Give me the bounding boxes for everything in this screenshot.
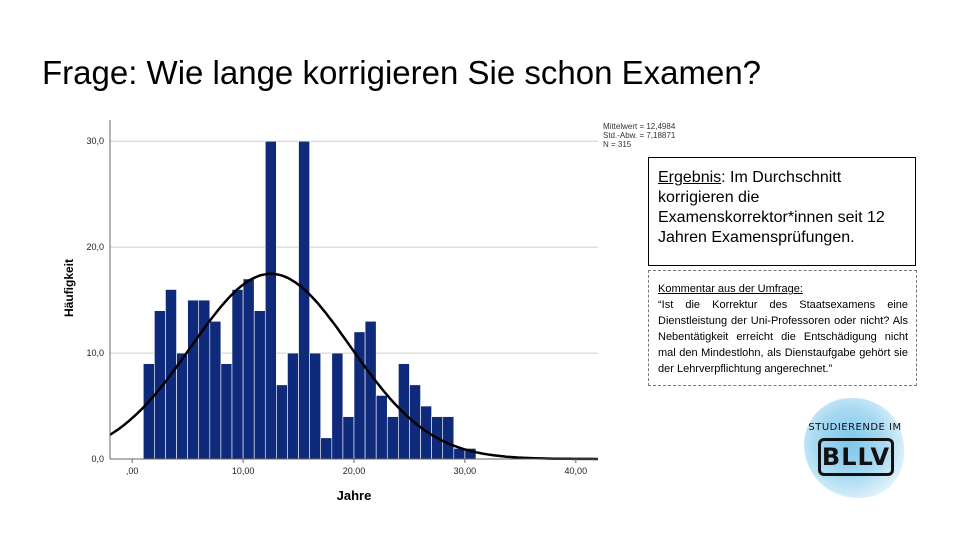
stat-mean: Mittelwert = 12,4984 [603,122,676,131]
histogram-bar [209,320,222,460]
bars-layer [142,140,477,460]
axes-layer: 0,0 10,0 20,0 30,0 ,00 10,00 20,00 30,00 40,00 [86,120,598,476]
histogram-bar [442,416,455,460]
histogram-bar [353,331,366,460]
result-box: Ergebnis: Im Durchschnitt korrigieren di… [648,157,916,266]
histogram-chart: 0,0 10,0 20,0 30,0 ,00 10,00 20,00 30,00 40,00 J… [62,120,598,503]
y-tick-label: 30,0 [86,136,104,146]
bllv-logo: STUDIERENDE IM BLLV [800,392,910,507]
y-axis-label: Häufigkeit [62,259,76,317]
comment-heading: Kommentar aus der Umfrage: [658,283,803,295]
x-tick-label: 10,00 [232,466,255,476]
histogram-bar [342,416,355,460]
stat-sd: Std.-Abw. = 7,18871 [603,131,676,140]
histogram-bar [142,363,155,460]
x-axis-label: Jahre [337,488,372,503]
y-tick-label: 20,0 [86,242,104,252]
histogram-bar [242,278,255,460]
histogram-bar [287,352,299,460]
histogram-bar [364,320,377,460]
histogram-bar [264,140,277,460]
histogram-bar [176,352,188,460]
x-tick-label: ,00 [126,466,139,476]
histogram-bar [220,363,233,460]
comment-box: Kommentar aus der Umfrage: “Ist die Korr… [648,270,917,386]
histogram-bar [386,416,399,460]
histogram-bar [231,289,244,460]
x-tick-label: 20,00 [343,466,366,476]
histogram-bar [309,352,322,460]
comment-text: “Ist die Korrektur des Staatsexamens ein… [658,299,908,375]
y-tick-label: 10,0 [86,348,104,358]
result-heading: Ergebnis [658,169,722,186]
x-tick-label: 40,00 [565,466,588,476]
histogram-bar [331,352,344,460]
y-tick-label: 0,0 [91,454,104,464]
histogram-bar [276,384,288,460]
result-text: : Im Durchschnitt korrigieren die Examen… [658,169,885,246]
x-tick-label: 30,00 [454,466,477,476]
histogram-bar [320,437,333,460]
statistics-legend: Mittelwert = 12,4984 Std.-Abw. = 7,18871… [603,122,675,149]
logo-main-text: BLLV [818,438,894,476]
logo-top-text: STUDIERENDE IM [808,422,902,433]
page-title: Frage: Wie lange korrigieren Sie schon E… [42,54,762,91]
histogram-bar [253,310,266,460]
histogram-bar [187,299,200,460]
histogram-bar [298,140,310,460]
normal-curve [109,272,598,461]
curve-layer [109,272,598,461]
histogram-bar [375,395,388,460]
stat-n: N = 315 [603,140,632,149]
